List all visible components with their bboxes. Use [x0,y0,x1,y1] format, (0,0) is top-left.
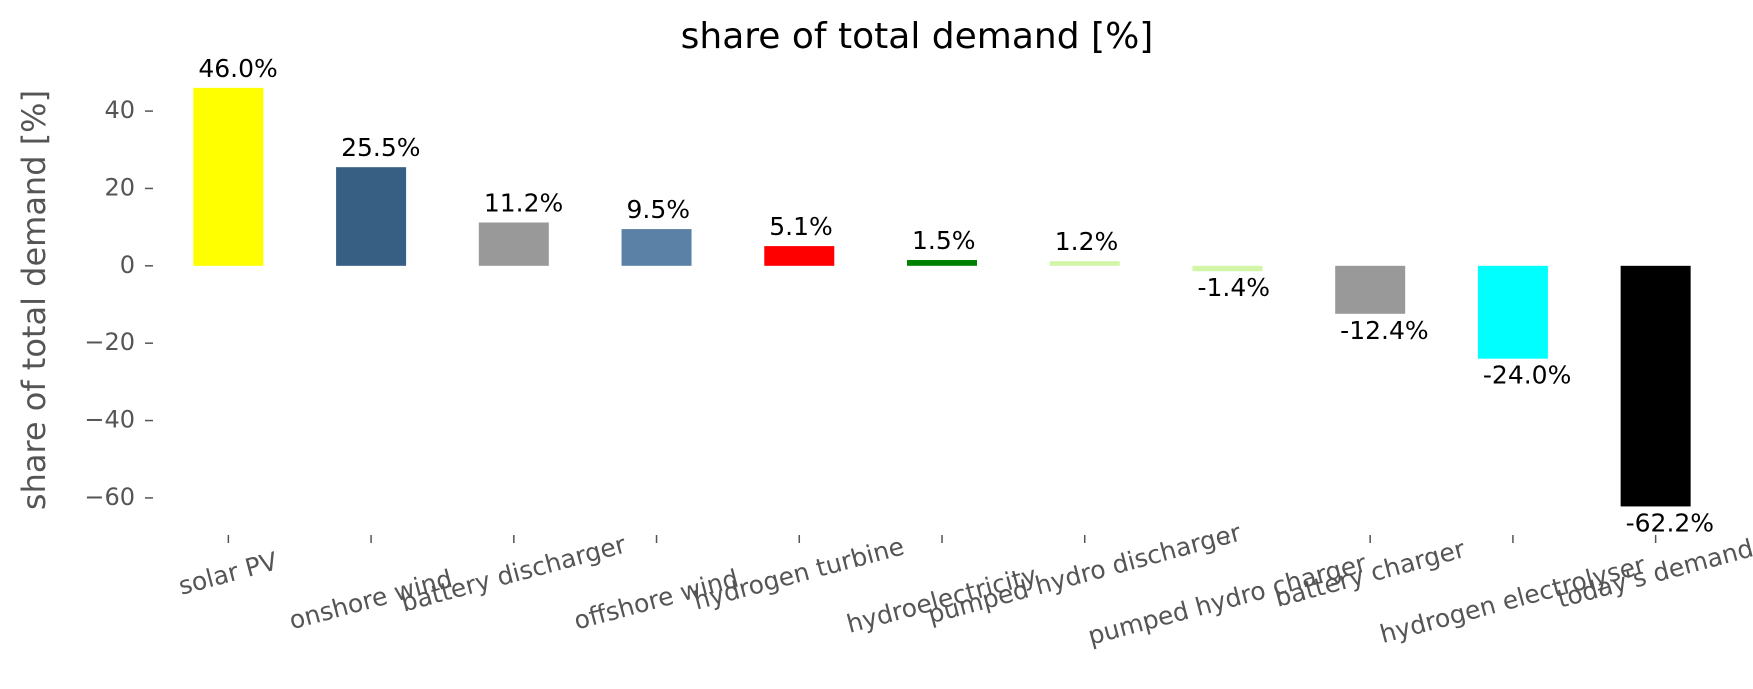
y-tick-label: 20 [104,173,135,201]
value-label: -24.0% [1483,361,1571,390]
bar [1620,265,1691,507]
y-axis-label: share of total demand [%] [15,90,53,510]
value-label: 1.2% [1055,227,1119,256]
bar [907,260,977,266]
bar [336,167,407,266]
bar [1049,261,1120,266]
bar [764,246,835,266]
y-tick-label: −60 [84,483,135,511]
value-label: 25.5% [341,133,420,162]
value-label: -12.4% [1340,316,1428,345]
value-label: 11.2% [484,188,563,217]
bar [1477,265,1548,359]
bar [621,229,692,266]
bar [193,87,264,266]
bar [1192,265,1263,272]
bar [478,222,549,266]
y-tick-label: 0 [120,251,135,279]
value-label: 5.1% [769,212,833,241]
value-label: -62.2% [1626,508,1714,537]
chart-title: share of total demand [%] [681,16,1154,57]
y-tick-label: 40 [104,96,135,124]
bar [1335,265,1406,314]
value-label: 46.0% [198,54,277,83]
y-tick-label: −40 [84,406,135,434]
x-tick-label: solar PV [175,546,280,600]
value-label: 1.5% [912,226,976,255]
value-label: -1.4% [1197,273,1270,302]
value-label: 9.5% [627,195,691,224]
y-tick-label: −20 [84,328,135,356]
